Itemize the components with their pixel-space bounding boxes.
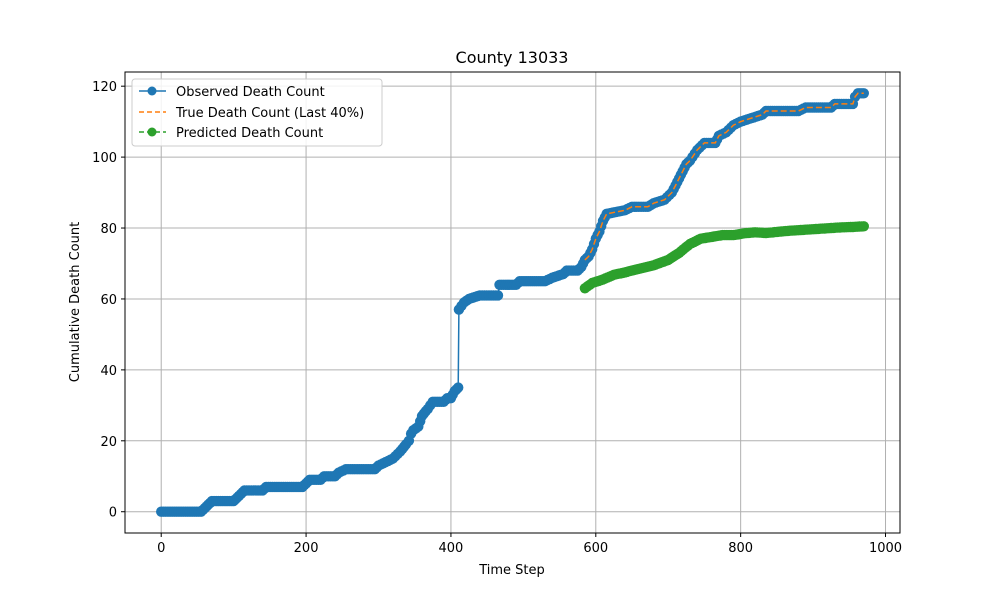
legend-predicted-marker <box>147 127 157 137</box>
x-tick-label: 400 <box>439 541 464 556</box>
y-axis-label: Cumulative Death Count <box>68 222 83 382</box>
y-tick-label: 20 <box>100 435 117 450</box>
legend-observed-marker <box>147 86 157 96</box>
data-point-observed <box>453 382 464 393</box>
series-layer <box>156 88 869 517</box>
y-tick-label: 100 <box>92 151 117 166</box>
x-tick-label: 600 <box>583 541 608 556</box>
plot-frame <box>124 71 901 534</box>
x-tick-label: 800 <box>728 541 753 556</box>
chart-title: County 13033 <box>456 48 569 67</box>
series-true <box>584 92 864 261</box>
y-tick-label: 120 <box>92 80 117 95</box>
ticks: 0 200 400 600 800 1000 0 20 40 60 80 100 120 <box>92 80 902 556</box>
legend-box <box>131 78 383 147</box>
data-point-observed <box>492 290 504 301</box>
legend-true-label: True Death Count (Last 40%) <box>175 106 364 121</box>
x-tick-label: 200 <box>294 541 319 556</box>
y-tick-label: 40 <box>100 364 117 379</box>
legend-predicted-label: Predicted Death Count <box>176 126 323 141</box>
legend: Observed Death Count True Death Count (L… <box>131 78 383 147</box>
y-tick-label: 0 <box>109 506 117 521</box>
series-line-true <box>584 92 864 261</box>
x-tick-label: 1000 <box>869 541 902 556</box>
legend-observed-label: Observed Death Count <box>176 85 325 100</box>
y-tick-label: 80 <box>100 222 117 237</box>
data-point-predicted <box>858 221 869 232</box>
x-tick-label: 0 <box>157 541 165 556</box>
y-tick-label: 60 <box>100 293 117 308</box>
x-axis-label: Time Step <box>478 563 545 578</box>
series-predicted <box>579 221 869 294</box>
